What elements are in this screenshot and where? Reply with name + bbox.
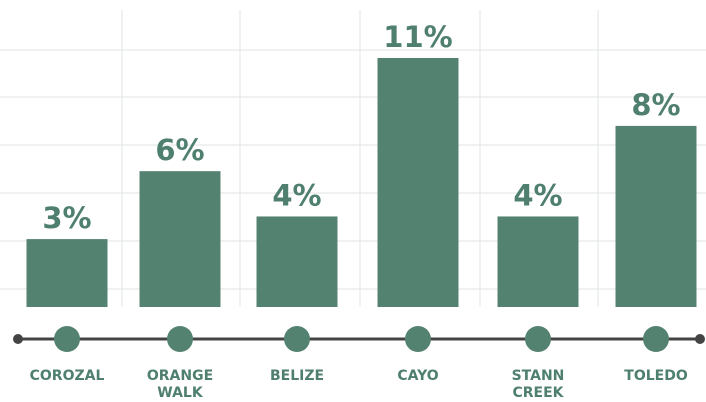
- category-label: TOLEDO: [624, 368, 688, 384]
- category-label: STANN CREEK: [511, 368, 565, 401]
- timeline-end: [13, 334, 23, 344]
- bar: [497, 216, 579, 307]
- timeline-dot: [643, 326, 669, 352]
- category-label: COROZAL: [29, 368, 105, 384]
- bar: [26, 239, 108, 307]
- value-label: 4%: [272, 178, 321, 212]
- timeline-dot: [284, 326, 310, 352]
- bar: [139, 171, 221, 307]
- value-label: 11%: [383, 20, 452, 54]
- value-label: 3%: [42, 201, 91, 235]
- value-label: 4%: [513, 178, 562, 212]
- timeline-dot: [167, 326, 193, 352]
- grid: [0, 10, 706, 307]
- category-label: CAYO: [397, 368, 439, 384]
- bar: [377, 58, 459, 307]
- category-label: BELIZE: [269, 368, 325, 384]
- timeline-end: [695, 334, 705, 344]
- bar: [256, 216, 338, 307]
- category-label: ORANGE WALK: [146, 368, 214, 401]
- timeline-dot: [54, 326, 80, 352]
- timeline-dot: [405, 326, 431, 352]
- timeline-dot: [525, 326, 551, 352]
- value-label: 6%: [155, 133, 204, 167]
- value-label: 8%: [631, 88, 680, 122]
- bar: [615, 125, 697, 307]
